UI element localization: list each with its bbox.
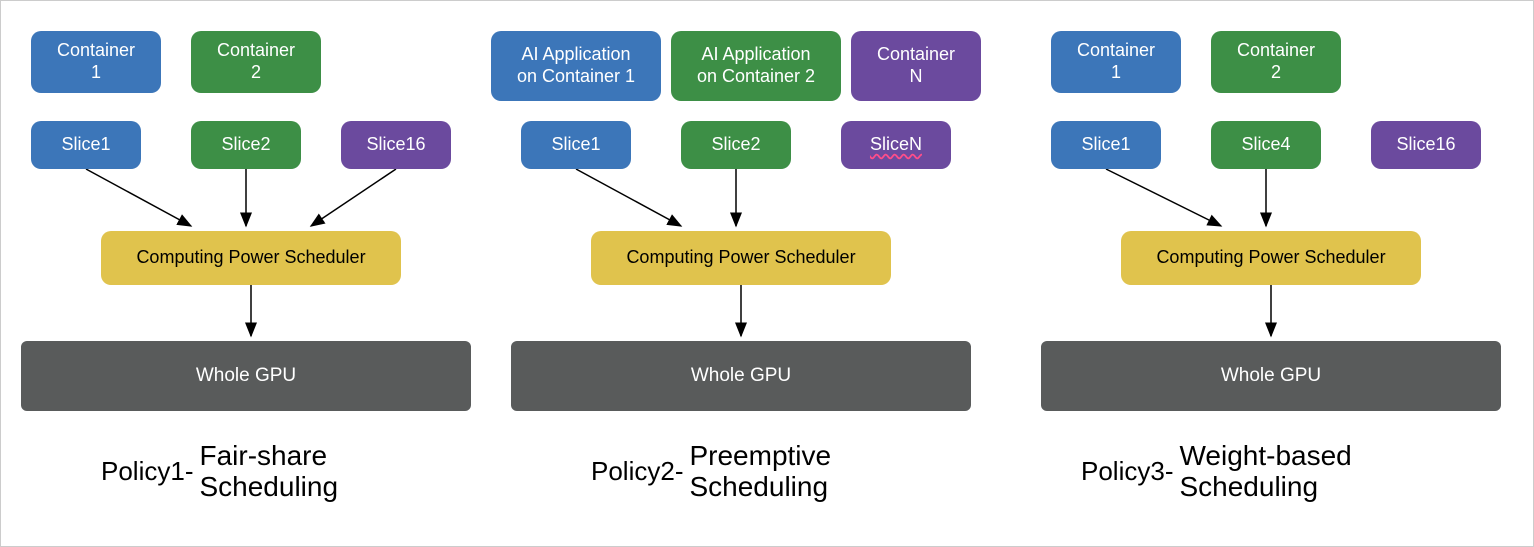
policy2-container-1: AI Applicationon Container 2 [671, 31, 841, 101]
policy3-scheduler: Computing Power Scheduler [1121, 231, 1421, 285]
policy2-panel: AI Applicationon Container 1AI Applicati… [491, 21, 1011, 521]
policy3-slice-2: Slice16 [1371, 121, 1481, 169]
policy3-slice-0: Slice1 [1051, 121, 1161, 169]
policy3-container-1: Container2 [1211, 31, 1341, 93]
policy1-slice-1: Slice2 [191, 121, 301, 169]
policy3-slice-1: Slice4 [1211, 121, 1321, 169]
policy2-container-0: AI Applicationon Container 1 [491, 31, 661, 101]
policy1-scheduler: Computing Power Scheduler [101, 231, 401, 285]
policy2-slice-0: Slice1 [521, 121, 631, 169]
policy2-gpu: Whole GPU [511, 341, 971, 411]
policy1-caption: Policy1-Fair-shareScheduling [101, 441, 338, 503]
policy1-container-0: Container1 [31, 31, 161, 93]
policy2-caption-name: PreemptiveScheduling [689, 441, 831, 503]
policy1-caption-name: Fair-shareScheduling [199, 441, 338, 503]
policy3-gpu: Whole GPU [1041, 341, 1501, 411]
policy2-caption: Policy2-PreemptiveScheduling [591, 441, 831, 503]
policy1-slice-2: Slice16 [341, 121, 451, 169]
policy2-slice-1: Slice2 [681, 121, 791, 169]
policy1-panel: Container1 Container2 Slice1 Slice2 Slice16 C… [11, 21, 511, 521]
policy1-container-1: Container2 [191, 31, 321, 93]
policy3-panel: Container1 Container2 Slice1 Slice4 Slice16 C… [1021, 21, 1521, 521]
policy1-caption-label: Policy1- [101, 456, 193, 487]
policy2-slice-2: SliceN [841, 121, 951, 169]
policy1-gpu: Whole GPU [21, 341, 471, 411]
policy2-container-2: ContainerN [851, 31, 981, 101]
policy3-caption-name: Weight-basedScheduling [1179, 441, 1351, 503]
policy3-caption: Policy3-Weight-basedScheduling [1081, 441, 1352, 503]
policy3-container-0: Container1 [1051, 31, 1181, 93]
policy3-caption-label: Policy3- [1081, 456, 1173, 487]
policy1-slice-0: Slice1 [31, 121, 141, 169]
policy2-caption-label: Policy2- [591, 456, 683, 487]
policy2-scheduler: Computing Power Scheduler [591, 231, 891, 285]
